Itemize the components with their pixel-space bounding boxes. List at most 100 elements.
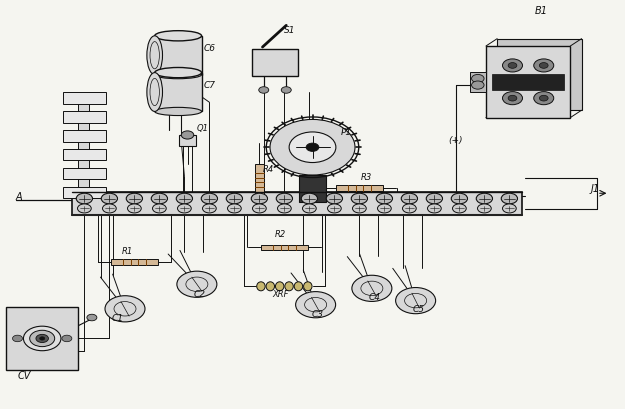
Circle shape	[501, 193, 518, 204]
Bar	[179, 135, 196, 146]
Circle shape	[534, 59, 554, 72]
Bar	[111, 259, 158, 265]
Circle shape	[127, 204, 141, 213]
Bar	[299, 175, 326, 202]
Circle shape	[396, 288, 436, 314]
Text: XRF: XRF	[272, 290, 288, 299]
Circle shape	[202, 204, 216, 213]
Circle shape	[78, 204, 91, 213]
Circle shape	[472, 81, 484, 89]
Text: (+): (+)	[449, 136, 463, 145]
Circle shape	[151, 193, 168, 204]
Circle shape	[281, 87, 291, 93]
Ellipse shape	[154, 70, 201, 79]
Ellipse shape	[154, 108, 201, 115]
Ellipse shape	[266, 282, 274, 291]
Circle shape	[276, 193, 292, 204]
Text: A: A	[16, 193, 22, 202]
Circle shape	[539, 63, 548, 68]
Text: C5: C5	[412, 305, 424, 314]
Circle shape	[251, 193, 268, 204]
Circle shape	[24, 326, 61, 351]
Circle shape	[40, 337, 45, 340]
Circle shape	[253, 204, 266, 213]
Circle shape	[259, 87, 269, 93]
Circle shape	[301, 193, 318, 204]
Bar	[62, 168, 106, 179]
Circle shape	[326, 193, 342, 204]
Text: C2: C2	[194, 290, 206, 299]
Text: J1: J1	[591, 184, 600, 194]
Circle shape	[36, 335, 49, 343]
Circle shape	[539, 95, 548, 101]
Circle shape	[177, 271, 217, 297]
Circle shape	[508, 95, 517, 101]
Bar	[62, 149, 106, 160]
Circle shape	[328, 204, 341, 213]
Text: R4: R4	[262, 165, 274, 174]
Bar	[62, 111, 106, 123]
Ellipse shape	[294, 282, 302, 291]
Circle shape	[508, 63, 517, 68]
Circle shape	[102, 204, 116, 213]
Circle shape	[278, 204, 291, 213]
Circle shape	[76, 193, 92, 204]
Bar	[255, 164, 264, 196]
Circle shape	[177, 204, 191, 213]
Bar	[154, 36, 201, 74]
Circle shape	[452, 204, 466, 213]
Text: R2: R2	[275, 230, 286, 239]
Circle shape	[476, 193, 492, 204]
Circle shape	[226, 193, 242, 204]
Bar	[62, 187, 106, 198]
Bar	[261, 245, 308, 250]
Circle shape	[30, 330, 55, 347]
Circle shape	[176, 193, 192, 204]
Circle shape	[302, 204, 316, 213]
Bar	[498, 39, 581, 110]
Text: R3: R3	[361, 173, 372, 182]
Circle shape	[87, 314, 97, 321]
Circle shape	[270, 119, 355, 175]
Circle shape	[503, 204, 516, 213]
Text: C4: C4	[369, 293, 381, 302]
Ellipse shape	[276, 282, 284, 291]
Text: C1: C1	[111, 314, 123, 323]
Circle shape	[351, 193, 368, 204]
Circle shape	[181, 131, 194, 139]
Text: S1: S1	[284, 26, 296, 35]
Circle shape	[534, 92, 554, 105]
Circle shape	[152, 204, 166, 213]
Bar	[6, 307, 78, 370]
Ellipse shape	[304, 282, 312, 291]
Circle shape	[478, 204, 491, 213]
Circle shape	[376, 193, 392, 204]
Circle shape	[228, 204, 241, 213]
Circle shape	[306, 143, 319, 151]
Circle shape	[428, 204, 441, 213]
Circle shape	[62, 335, 72, 342]
Circle shape	[352, 204, 366, 213]
Circle shape	[378, 204, 391, 213]
Text: P1: P1	[341, 128, 352, 137]
Bar	[486, 46, 571, 118]
Bar	[154, 72, 201, 111]
Circle shape	[451, 193, 468, 204]
Bar	[78, 98, 89, 192]
Bar	[72, 192, 522, 215]
Circle shape	[503, 92, 522, 105]
Circle shape	[12, 335, 22, 342]
Ellipse shape	[147, 36, 162, 75]
Bar	[492, 74, 564, 90]
Ellipse shape	[147, 72, 162, 111]
Ellipse shape	[285, 282, 293, 291]
Circle shape	[401, 193, 418, 204]
Circle shape	[402, 204, 416, 213]
Circle shape	[201, 193, 217, 204]
Text: C3: C3	[311, 310, 323, 319]
Text: C6: C6	[203, 44, 215, 53]
Text: R1: R1	[122, 247, 133, 256]
Circle shape	[296, 292, 336, 318]
Bar	[62, 130, 106, 142]
Bar	[62, 92, 106, 104]
